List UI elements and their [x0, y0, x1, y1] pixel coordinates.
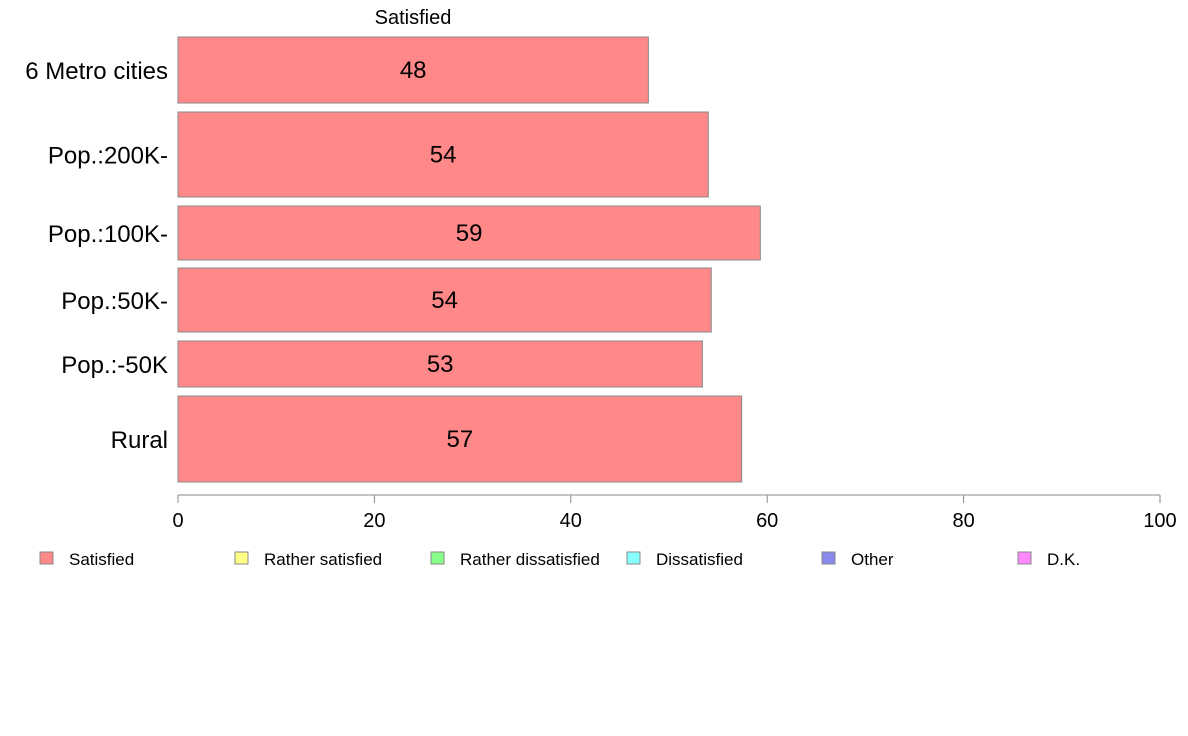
- bar-value-label: 54: [430, 142, 457, 169]
- bar: [177, 267, 712, 333]
- x-tick-label: 80: [952, 510, 974, 532]
- legend-label: D.K.: [1047, 550, 1080, 569]
- bar: [177, 205, 761, 261]
- x-tick-label: 100: [1143, 510, 1176, 532]
- bar-value-label: 57: [446, 426, 473, 453]
- category-label: Pop.:200K-: [48, 143, 168, 170]
- category-label: Pop.:100K-: [48, 221, 168, 248]
- bar-value-label: 59: [456, 220, 483, 247]
- x-tick-label: 60: [756, 510, 778, 532]
- legend-swatch: [430, 551, 445, 565]
- legend-label: Other: [851, 550, 894, 569]
- legend-swatch: [1017, 551, 1032, 565]
- bar-value-label: 53: [427, 351, 454, 378]
- bar-value-label: 48: [400, 57, 427, 84]
- category-label: Pop.:50K-: [61, 288, 168, 315]
- bar: [177, 340, 703, 388]
- legend-swatch: [821, 551, 836, 565]
- legend-swatch: [39, 551, 54, 565]
- category-label: Pop.:-50K: [61, 352, 168, 379]
- x-axis: 0 20 40 60 80 100: [172, 494, 1177, 532]
- chart-title: Satisfied: [375, 7, 452, 29]
- bar: [177, 36, 649, 104]
- bars-group: 48 6 Metro cities 54 Pop.:200K- 59 Pop.:100K-…: [25, 36, 761, 483]
- legend-label: Rather satisfied: [264, 550, 382, 569]
- legend-label: Rather dissatisfied: [460, 550, 600, 569]
- x-tick-label: 0: [172, 510, 183, 532]
- legend-swatch: [626, 551, 641, 565]
- x-tick-label: 40: [560, 510, 582, 532]
- bar: [177, 111, 709, 198]
- legend-label: Dissatisfied: [656, 550, 743, 569]
- legend: Satisfied Rather satisfied Rather dissatis…: [39, 550, 1080, 569]
- bar-value-label: 54: [431, 287, 458, 314]
- category-label: 6 Metro cities: [25, 58, 168, 85]
- legend-swatch: [234, 551, 249, 565]
- bar: [177, 395, 743, 483]
- category-label: Rural: [111, 427, 168, 454]
- x-tick-label: 20: [363, 510, 385, 532]
- legend-label: Satisfied: [69, 550, 134, 569]
